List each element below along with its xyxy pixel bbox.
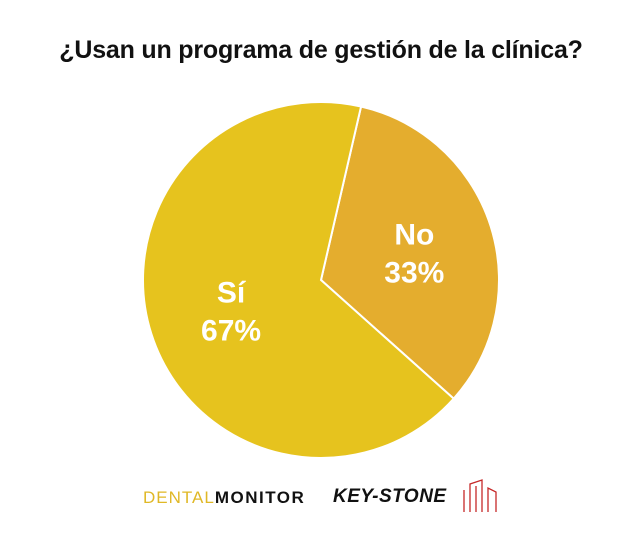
slice-value-no: 33%: [384, 256, 444, 289]
dental-monitor-logo-bold: MONITOR: [214, 488, 306, 507]
logos-footer: DENTALMONITOR KEY-STONE: [0, 479, 642, 522]
slice-value-si: 67%: [201, 315, 261, 348]
keystone-logo-mark-icon: [463, 479, 497, 512]
dental-monitor-logo: DENTALMONITOR: [143, 488, 305, 508]
dental-monitor-logo-light: DENTAL: [143, 488, 215, 507]
slice-label-si: Sí: [217, 277, 247, 310]
pie-slice-si: [142, 101, 456, 459]
chart-title: ¿Usan un programa de gestión de la clíni…: [59, 36, 583, 64]
pie-chart: No 33% Sí 67%: [142, 101, 500, 459]
pie-slice-no: [319, 105, 500, 401]
keystone-logo: KEY-STONE: [333, 486, 447, 507]
slice-label-no: No: [394, 218, 434, 251]
